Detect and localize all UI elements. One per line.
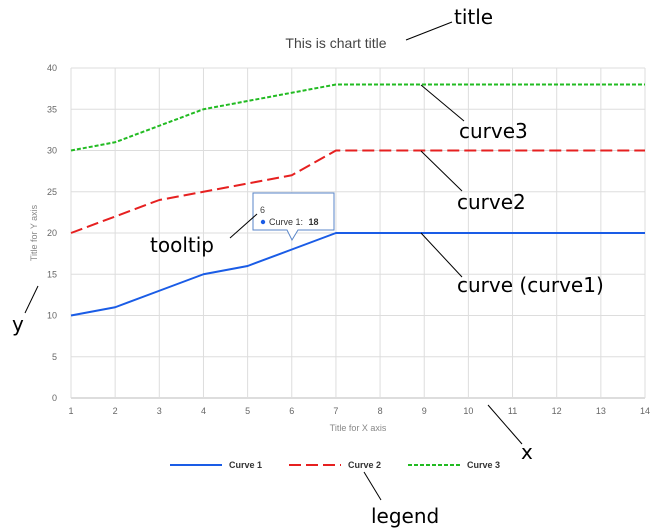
y-tick-label: 30 — [47, 146, 57, 156]
y-tick-label: 35 — [47, 104, 57, 114]
annotation-title: title — [454, 5, 493, 29]
x-tick-label: 14 — [640, 406, 650, 416]
series-line-2 — [70, 149, 645, 234]
x-tick-labels: 1 2 3 4 5 6 7 8 9 10 11 12 13 14 — [68, 406, 650, 416]
series-lines — [70, 83, 645, 317]
x-axis-title: Title for X axis — [330, 423, 387, 433]
annotation-y: y — [12, 312, 24, 336]
x-tick-label: 5 — [245, 406, 250, 416]
annotation-line-y — [24, 285, 39, 314]
y-tick-label: 20 — [47, 228, 57, 238]
series-line-1 — [70, 232, 645, 317]
x-tick-label: 11 — [508, 406, 517, 416]
y-tick-label: 10 — [47, 311, 57, 321]
y-tick-label: 5 — [52, 352, 57, 362]
chart-title: This is chart title — [285, 35, 386, 51]
y-tick-labels: 0 5 10 15 20 25 30 35 40 — [47, 63, 57, 403]
annotation-curve3: curve3 — [459, 119, 528, 143]
x-tick-label: 2 — [113, 406, 118, 416]
y-axis-title: Title for Y axis — [29, 204, 39, 261]
y-tick-label: 0 — [52, 393, 57, 403]
legend-label-1: Curve 1 — [229, 460, 262, 470]
x-tick-label: 6 — [289, 406, 294, 416]
annotation-line-title — [405, 21, 453, 41]
y-tick-label: 25 — [47, 187, 57, 197]
tooltip-series-label: Curve 1: — [269, 217, 303, 227]
tooltip-box — [252, 192, 335, 242]
x-tick-label: 13 — [596, 406, 606, 416]
x-tick-label: 9 — [422, 406, 427, 416]
annotation-legend: legend — [371, 504, 439, 528]
legend-label-3: Curve 3 — [467, 460, 500, 470]
legend-label-2: Curve 2 — [348, 460, 381, 470]
annotation-tooltip: tooltip — [150, 233, 214, 257]
annotation-x: x — [521, 440, 533, 464]
annotation-line-curve2 — [420, 150, 463, 192]
x-tick-label: 10 — [463, 406, 473, 416]
annotation-line-x — [487, 404, 523, 445]
y-tick-label: 15 — [47, 269, 57, 279]
x-tick-label: 7 — [333, 406, 338, 416]
legend: Curve 1 Curve 2 Curve 3 — [170, 460, 500, 470]
annotation-line-tooltip — [229, 213, 258, 239]
tooltip: 6 Curve 1: 18 — [252, 192, 335, 242]
svg-text:Curve 1: 18: Curve 1: 18 — [269, 217, 319, 227]
y-tick-label: 40 — [47, 63, 57, 73]
x-tick-label: 1 — [68, 406, 73, 416]
annotation-line-legend — [363, 471, 382, 501]
series-line-3 — [70, 83, 645, 152]
annotation-curve2: curve2 — [457, 190, 526, 214]
annotation-line-curve1 — [420, 232, 463, 278]
x-tick-label: 4 — [201, 406, 206, 416]
annotation-line-curve3 — [420, 84, 465, 122]
tooltip-series-dot — [260, 219, 266, 225]
x-tick-label: 8 — [378, 406, 383, 416]
x-tick-label: 12 — [552, 406, 562, 416]
tooltip-value: 18 — [309, 217, 319, 227]
tooltip-x-label: 6 — [260, 205, 265, 215]
x-tick-label: 3 — [157, 406, 162, 416]
annotation-lines — [24, 21, 523, 501]
annotation-curve1: curve (curve1) — [457, 273, 604, 297]
